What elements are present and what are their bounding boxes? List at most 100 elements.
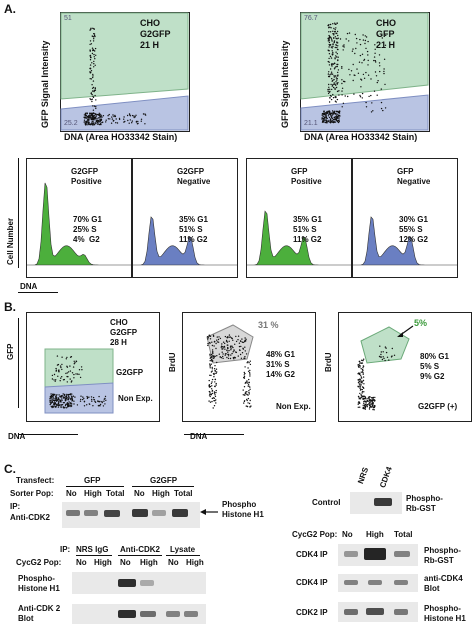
scatter-point: [80, 366, 83, 368]
scatter-point: [333, 68, 336, 70]
scatter-point: [249, 375, 251, 377]
scatter-point: [55, 397, 57, 399]
scatter-point: [378, 355, 381, 358]
panel-a-letter: A.: [4, 2, 16, 16]
scatter-point: [359, 392, 361, 395]
scatter-point: [225, 340, 228, 342]
scatter-point: [365, 403, 367, 406]
scatter-point: [226, 349, 228, 352]
scatter-point: [208, 394, 211, 396]
scatter-point: [373, 409, 375, 411]
scatter-point: [89, 29, 91, 31]
scatter-point: [86, 404, 88, 406]
scatter-point: [128, 113, 131, 115]
scatter-point: [363, 77, 366, 80]
scatter-point: [211, 397, 213, 400]
scatter-point: [321, 114, 323, 116]
scatter-point: [249, 369, 251, 372]
scatter-point: [362, 359, 364, 362]
scatter-point: [74, 362, 76, 364]
band: [364, 548, 386, 560]
b-plot2-xlabel: DNA: [190, 432, 208, 441]
scatter-point: [358, 61, 361, 63]
scatter-point: [105, 121, 107, 123]
scatter-point: [246, 393, 248, 396]
b-plot3-gate: [360, 326, 410, 364]
scatter-point: [226, 336, 228, 339]
scatter-point: [62, 402, 65, 404]
scatter-point: [64, 407, 66, 409]
scatter-point: [210, 371, 213, 373]
scatter-point: [216, 361, 218, 364]
scatter-point: [367, 74, 370, 76]
scatter-point: [330, 64, 333, 66]
scatter-point: [54, 405, 56, 408]
scatter-point: [390, 356, 393, 358]
scatter-point: [115, 118, 117, 120]
hist-xlabel: DNA: [20, 282, 38, 291]
scatter-point: [331, 47, 333, 49]
scatter-point: [93, 89, 95, 92]
scatter-point: [370, 399, 372, 401]
scatter-point: [379, 65, 381, 67]
scatter-point: [331, 88, 333, 91]
scatter-point: [90, 92, 93, 94]
scatter-point: [209, 355, 211, 357]
scatter-point: [89, 50, 91, 52]
scatter-point: [385, 347, 387, 349]
scatter-point: [230, 349, 232, 351]
scatter-point: [68, 395, 70, 398]
scatter-point: [243, 376, 246, 378]
scatter-point: [247, 397, 250, 400]
scatter-point: [248, 378, 250, 381]
scatter-point: [341, 90, 343, 92]
scatter-point: [61, 399, 63, 402]
scatter-point: [226, 356, 228, 359]
scatter-point: [96, 123, 99, 125]
scatter-point: [108, 113, 110, 116]
row-label: CDK4 IP: [296, 550, 328, 559]
band: [344, 609, 358, 615]
scatter-point: [249, 399, 251, 402]
scatter-point: [214, 378, 216, 381]
scatter-point: [215, 372, 217, 374]
scatter-point: [333, 110, 336, 113]
scatter-point: [382, 351, 384, 353]
scatter-point: [244, 366, 246, 368]
ip-group: Lysate: [170, 545, 196, 554]
scatter-point: [62, 406, 65, 408]
scatter-point: [93, 123, 96, 126]
scatter-point: [100, 122, 102, 125]
scatter-point: [360, 384, 362, 386]
scatter-point: [73, 377, 75, 379]
scatter-point: [374, 60, 376, 62]
scatter-point: [327, 92, 330, 95]
scatter-point: [61, 398, 63, 400]
scatter-point: [380, 351, 382, 353]
scatter-point: [91, 124, 94, 126]
scatter-point: [332, 43, 334, 46]
scatter-point: [341, 87, 344, 90]
scatter-point: [362, 367, 364, 369]
b-plot1-ylabel: GFP: [6, 343, 15, 360]
band: [140, 611, 156, 617]
scatter-point: [331, 118, 334, 120]
scatter-point: [330, 115, 332, 117]
scatter-point: [95, 107, 97, 110]
scatter-point: [92, 95, 94, 98]
scatter-point: [49, 403, 51, 406]
scatter-point: [71, 393, 73, 395]
scatter-point: [245, 405, 247, 407]
scatter-point: [116, 122, 119, 124]
scatter-point: [76, 373, 79, 375]
scatter-point: [329, 68, 332, 70]
gate-lower-value: 25.2: [64, 120, 78, 127]
scatter-point: [360, 359, 363, 361]
histogram-panel: G2GFP Positive 70% G1 25% S 4% G2: [26, 158, 132, 278]
scatter-point: [94, 87, 96, 89]
scatter-point: [144, 113, 146, 115]
scatter-point: [335, 81, 337, 83]
b-plot1-xlabel: DNA: [8, 432, 26, 441]
scatter-point: [49, 400, 51, 402]
flow-right-title: CHO GFP 21 H: [376, 18, 396, 50]
